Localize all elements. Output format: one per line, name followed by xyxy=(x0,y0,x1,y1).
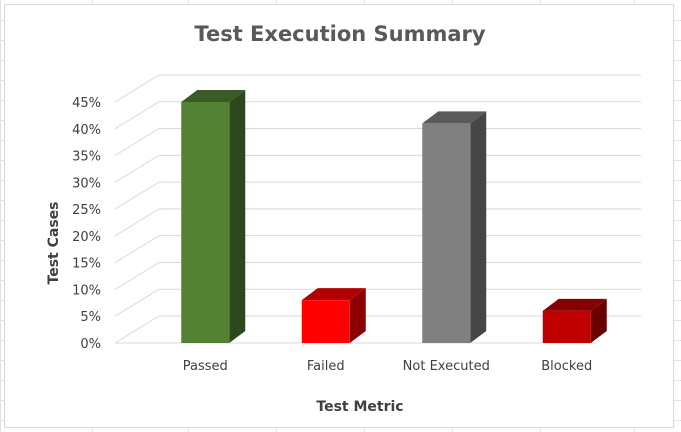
bar-top xyxy=(542,298,607,311)
bar-side xyxy=(470,111,487,343)
y-tick-label: 20% xyxy=(72,230,101,245)
bar xyxy=(422,111,487,343)
x-category-label: Failed xyxy=(307,359,345,374)
gridline xyxy=(114,154,160,183)
y-axis-title: Test Cases xyxy=(46,202,62,285)
bar-top xyxy=(301,288,366,301)
y-tick-label: 15% xyxy=(72,257,101,272)
x-axis-title: Test Metric xyxy=(316,399,403,415)
bar-side xyxy=(590,298,607,343)
bar-front xyxy=(301,300,350,343)
y-tick-label: 0% xyxy=(80,337,101,352)
gridline xyxy=(114,128,160,156)
bar-front xyxy=(422,123,471,343)
gridline xyxy=(114,235,160,264)
gridline xyxy=(114,181,160,210)
y-tick-label: 45% xyxy=(72,96,101,111)
bar-top xyxy=(181,90,246,102)
x-category-label: Blocked xyxy=(541,359,592,374)
chart-title: Test Execution Summary xyxy=(194,22,485,46)
y-tick-label: 35% xyxy=(72,150,101,165)
bar xyxy=(542,298,607,343)
y-tick-label: 30% xyxy=(72,176,101,191)
gridline xyxy=(114,208,160,237)
bar xyxy=(301,288,366,343)
gridline xyxy=(114,315,160,344)
chart-area[interactable]: Test Execution Summary 0% 5% 10% 15% 20% 25% 3… xyxy=(4,4,674,428)
y-tick-label: 5% xyxy=(80,310,101,325)
bar-front xyxy=(181,102,230,343)
y-tick-label: 40% xyxy=(72,123,101,138)
gridline xyxy=(114,101,160,130)
gridline xyxy=(114,74,160,103)
bar-side xyxy=(349,288,366,343)
y-tick-label: 10% xyxy=(72,283,101,298)
y-tick-label: 25% xyxy=(72,203,101,218)
bar-front xyxy=(542,310,591,343)
bar-side xyxy=(229,90,246,343)
x-category-label: Passed xyxy=(183,359,228,374)
column-chart: Test Execution Summary 0% 5% 10% 15% 20% 25% 3… xyxy=(46,22,641,415)
x-category-label: Not Executed xyxy=(403,359,490,374)
gridline xyxy=(114,262,160,290)
bars xyxy=(181,90,607,343)
gridline xyxy=(114,288,160,317)
x-axis-categories: Passed Failed Not Executed Blocked xyxy=(183,359,592,374)
y-axis-ticks: 0% 5% 10% 15% 20% 25% 30% 35% 40% 45% xyxy=(72,96,101,352)
bar-top xyxy=(422,111,487,124)
bar xyxy=(181,90,246,343)
